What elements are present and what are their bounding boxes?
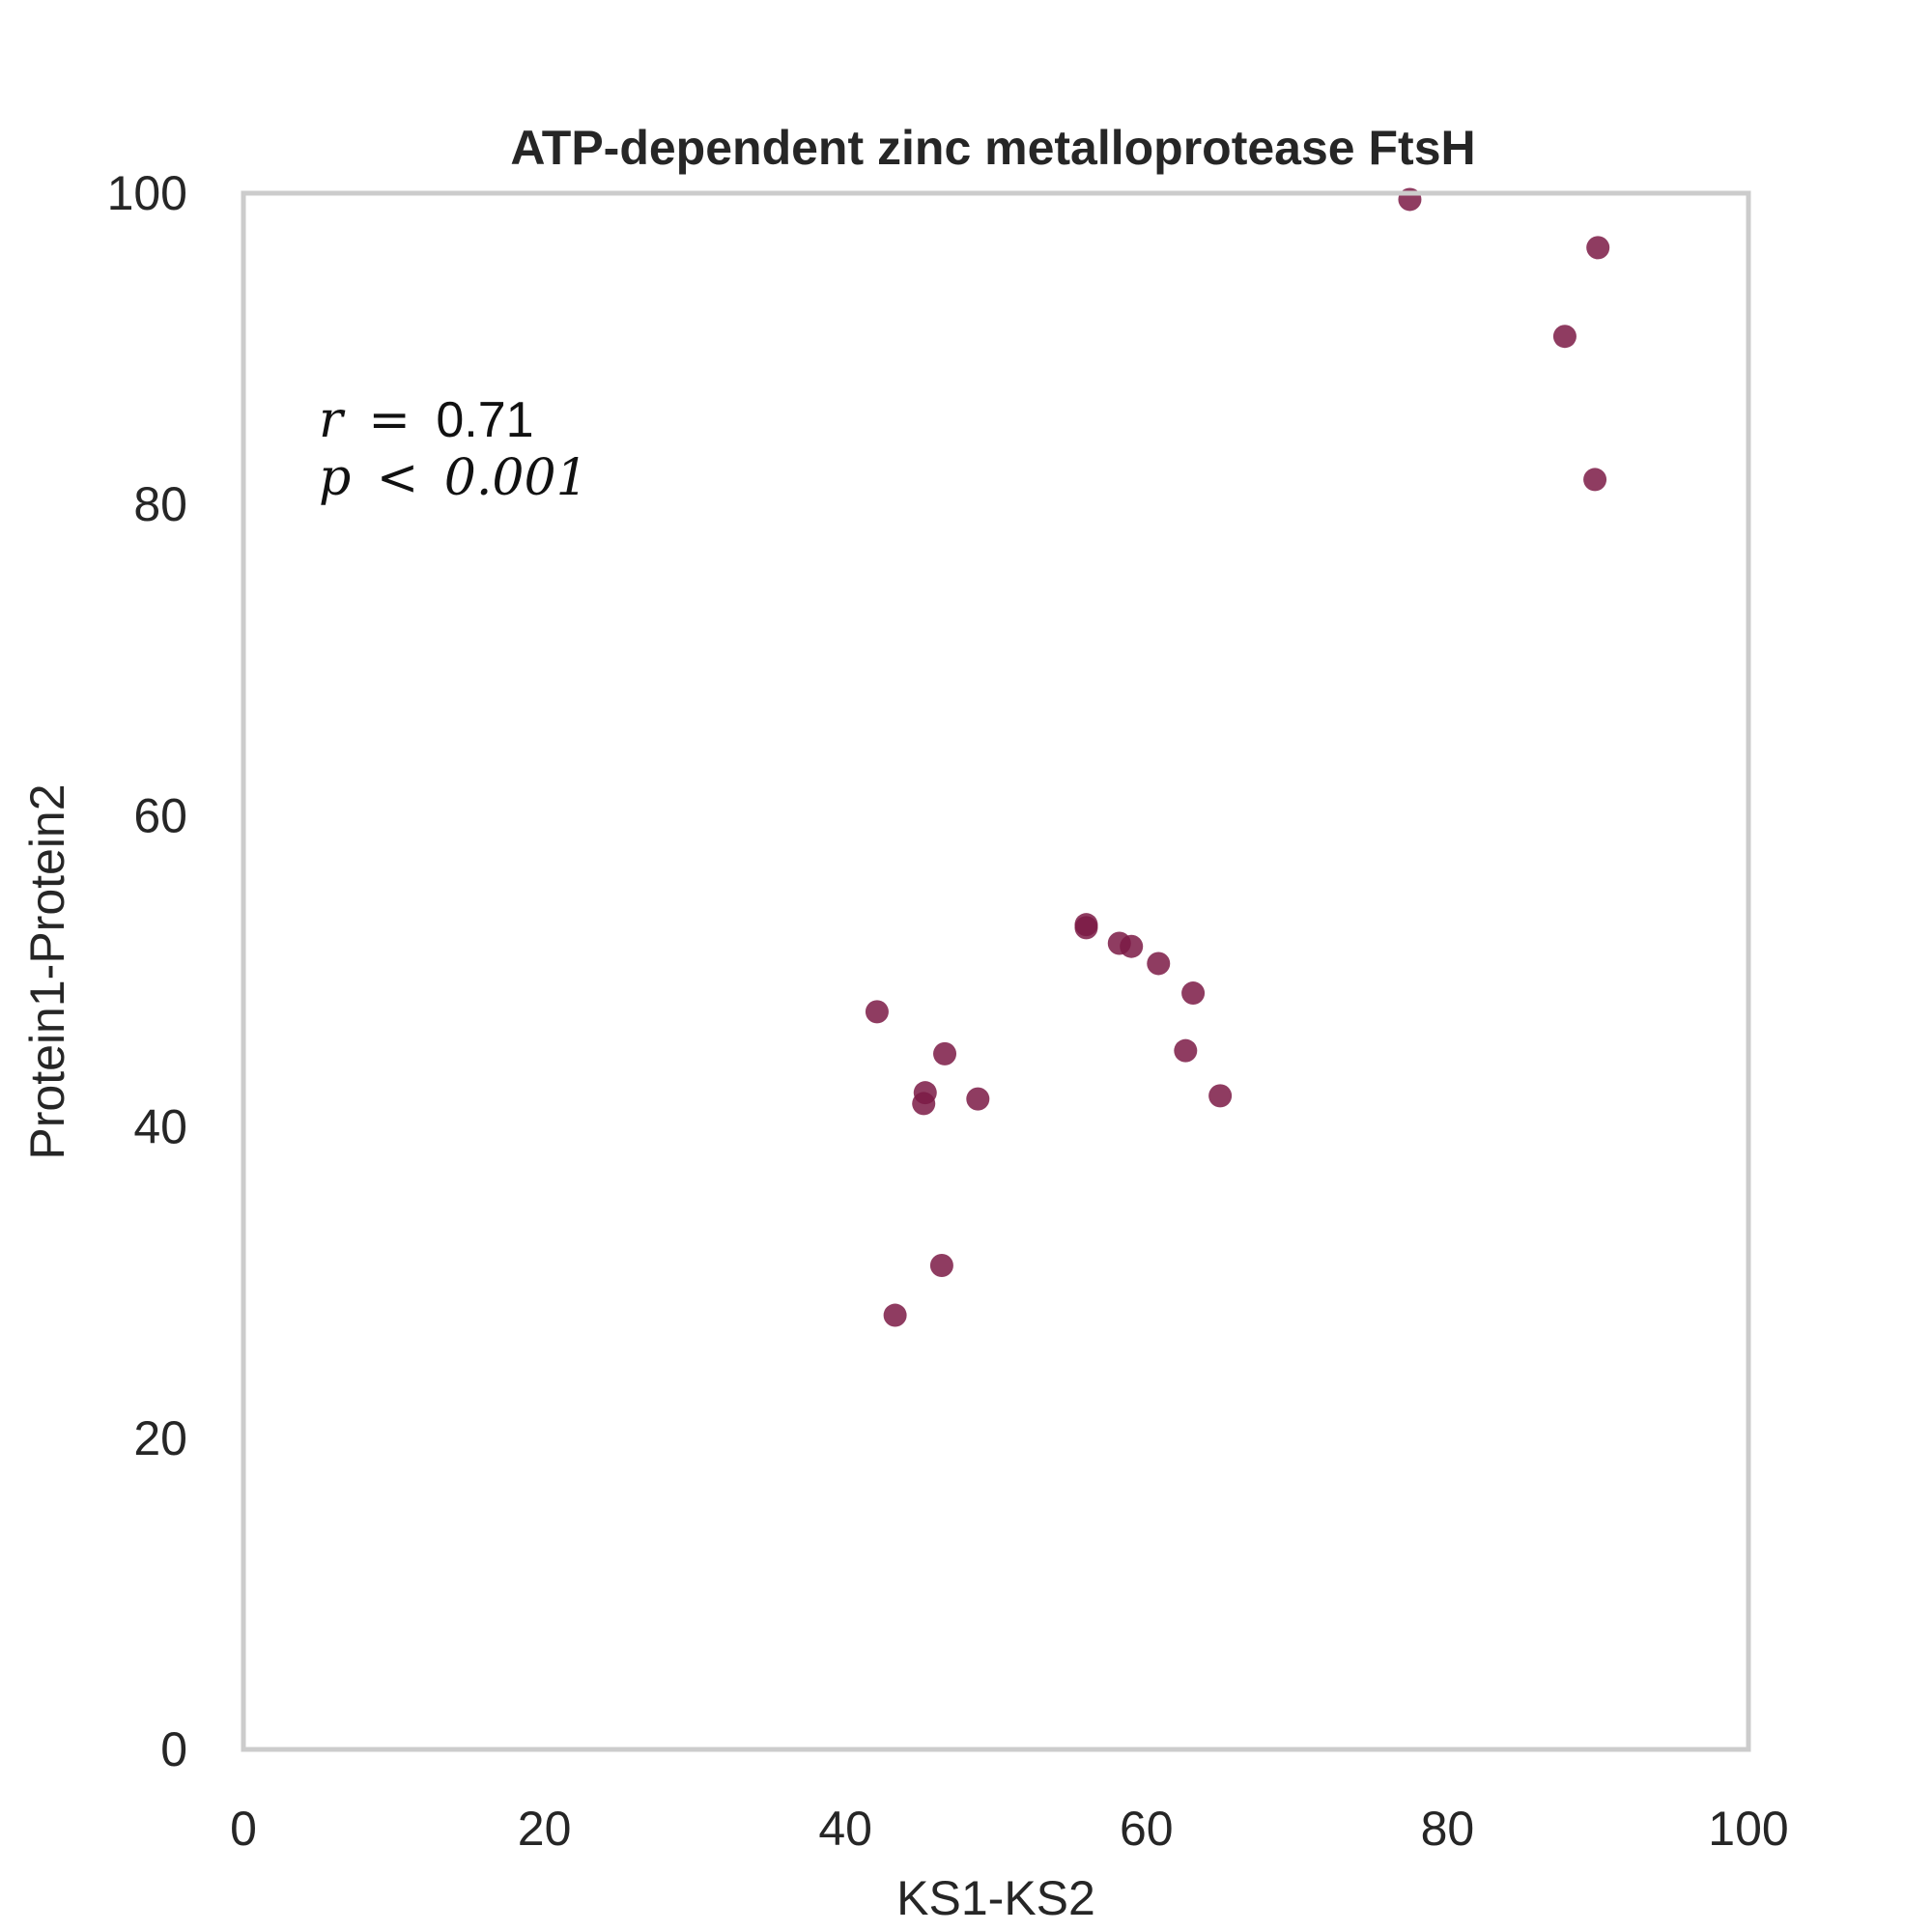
y-axis-label: Protein1-Protein2 [20, 783, 74, 1159]
scatter-point [1120, 934, 1144, 958]
y-tick-labels: 0 20 40 60 80 100 [107, 166, 187, 1776]
y-tick-label: 40 [133, 1100, 187, 1154]
scatter-point [966, 1087, 990, 1111]
scatter-point [912, 1092, 936, 1116]
chart-title: ATP-dependent zinc metalloprotease FtsH [510, 121, 1475, 175]
scatter-point [865, 1000, 889, 1024]
p-symbol: p [319, 449, 351, 507]
correlation-annotation: r = 0.71 p < 0.001 [319, 391, 588, 507]
scatter-point [1586, 236, 1610, 260]
scatter-point [1583, 468, 1607, 492]
y-tick-label: 20 [133, 1411, 187, 1465]
scatter-point [883, 1303, 907, 1327]
scatter-point [1208, 1084, 1233, 1108]
p-value: 0.001 [444, 449, 588, 507]
svg-text:r = 0.71: r = 0.71 [319, 391, 534, 449]
y-tick-label: 0 [160, 1722, 187, 1776]
x-tick-labels: 0 20 40 60 80 100 [230, 1802, 1789, 1856]
p-operator: < [377, 449, 419, 507]
y-tick-label: 60 [133, 788, 187, 842]
r-value: 0.71 [436, 392, 533, 448]
r-symbol: r [319, 391, 346, 449]
svg-text:p < 0.001: p < 0.001 [319, 449, 588, 507]
y-tick-label: 80 [133, 477, 187, 531]
x-tick-label: 60 [1120, 1802, 1174, 1856]
data-points [865, 187, 1610, 1327]
scatter-point [1181, 981, 1206, 1006]
scatter-point [1147, 952, 1171, 976]
scatter-point [1074, 916, 1098, 940]
y-tick-label: 100 [107, 166, 187, 220]
r-operator: = [368, 391, 411, 449]
x-tick-label: 0 [230, 1802, 257, 1856]
x-tick-label: 100 [1708, 1802, 1788, 1856]
x-tick-label: 80 [1421, 1802, 1475, 1856]
scatter-point [933, 1041, 957, 1065]
scatter-point [1174, 1038, 1198, 1063]
scatter-point [1552, 325, 1577, 349]
plot-frame [241, 190, 1751, 1752]
x-tick-label: 40 [818, 1802, 872, 1856]
x-tick-label: 20 [518, 1802, 572, 1856]
scatter-point [929, 1253, 953, 1277]
x-axis-label: KS1-KS2 [896, 1871, 1095, 1925]
